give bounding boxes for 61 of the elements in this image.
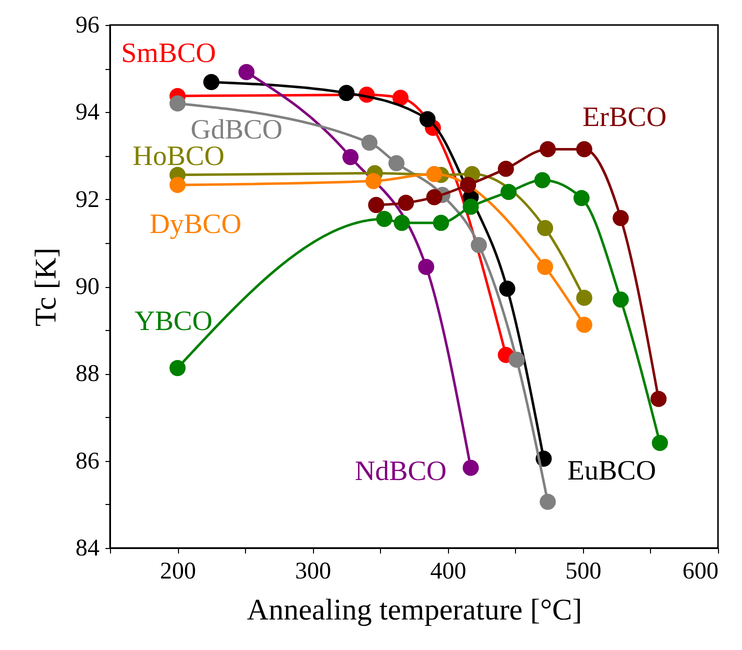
x-tick-label: 200 [160, 558, 196, 584]
series-label: SmBCO [121, 38, 216, 70]
point [462, 460, 479, 476]
y-tick-label: 88 [76, 361, 100, 388]
point [169, 176, 186, 193]
point [398, 194, 414, 211]
point [576, 290, 592, 306]
point [426, 189, 442, 206]
point [432, 214, 450, 231]
point [426, 166, 442, 182]
point [392, 90, 409, 106]
series-label: NdBCO [354, 456, 447, 487]
point [419, 111, 436, 128]
point [540, 494, 556, 510]
y-tick-label: 94 [76, 100, 100, 126]
x-axis-title: Annealing temperature [°C] [246, 594, 582, 626]
series-label: YBCO [134, 306, 212, 337]
point [169, 360, 186, 376]
x-tick-label: 400 [430, 558, 466, 584]
point [508, 352, 525, 368]
point [573, 190, 590, 206]
point [365, 172, 382, 190]
point [612, 210, 629, 226]
point [536, 258, 554, 275]
point [470, 237, 487, 254]
x-tick-label: 600 [682, 558, 718, 584]
x-tick-label: 500 [565, 558, 602, 584]
y-tick-label: 90 [76, 274, 100, 300]
point [376, 210, 392, 227]
point [338, 84, 355, 102]
point [462, 198, 479, 215]
point [368, 196, 384, 214]
point [652, 434, 668, 452]
point [388, 155, 404, 172]
y-tick-label: 92 [76, 186, 100, 213]
point [540, 141, 556, 158]
point [203, 74, 220, 90]
point [394, 214, 410, 231]
y-tick-label: 84 [76, 536, 100, 562]
point [534, 172, 550, 188]
point [499, 280, 516, 297]
point [650, 390, 667, 407]
y-axis-title: Tc [K] [30, 248, 62, 326]
point [536, 220, 554, 236]
point [238, 64, 255, 80]
point [169, 95, 186, 112]
x-tick-label: 300 [295, 558, 332, 584]
point [460, 176, 476, 193]
point [576, 141, 592, 158]
point [500, 184, 517, 200]
point [361, 134, 378, 151]
point [418, 258, 434, 275]
point [576, 316, 592, 333]
series-label: DyBCO [150, 208, 242, 240]
y-tick-label: 86 [76, 448, 100, 474]
point [342, 149, 359, 166]
series-label: ErBCO [582, 102, 667, 133]
series-label: EuBCO [567, 456, 656, 487]
point [612, 292, 629, 308]
y-tick-label: 96 [76, 12, 100, 38]
point [498, 160, 514, 177]
